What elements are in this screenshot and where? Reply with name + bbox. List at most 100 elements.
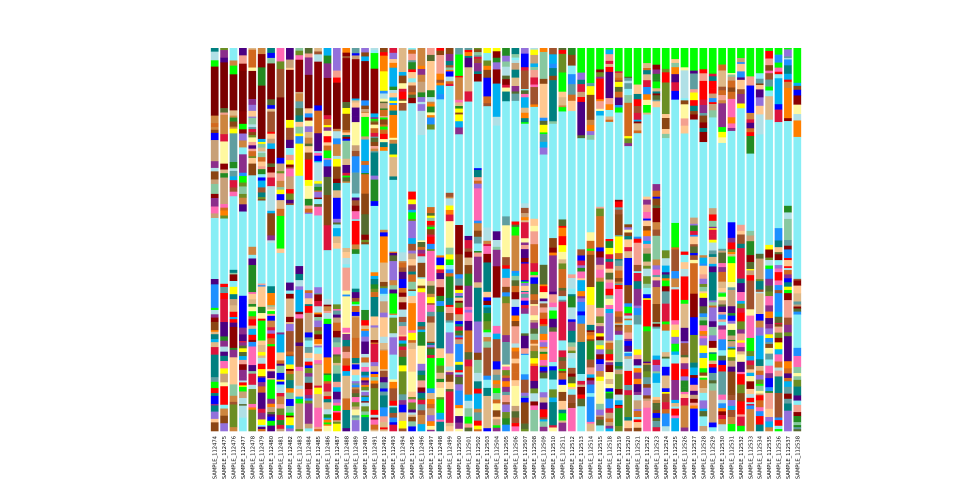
bar-segment xyxy=(267,138,275,144)
bar-segment xyxy=(699,293,708,299)
bar-segment xyxy=(680,351,689,356)
bar-segment xyxy=(643,371,651,378)
bar-segment xyxy=(286,189,294,194)
bar-segment xyxy=(398,336,407,341)
bar-segment xyxy=(473,230,482,238)
bar-segment xyxy=(304,146,313,153)
bar-segment xyxy=(765,119,773,246)
bar-segment xyxy=(614,285,623,290)
bar-segment xyxy=(426,226,435,230)
bar-SAMPLE_112533 xyxy=(746,48,755,432)
bar-segment xyxy=(314,317,322,321)
bar-segment xyxy=(286,405,294,413)
bar-segment xyxy=(257,161,266,167)
bar-segment xyxy=(398,287,407,293)
bar-segment xyxy=(727,366,736,372)
bar-segment xyxy=(483,379,492,389)
bar-segment xyxy=(295,50,304,56)
bar-SAMPLE_112486 xyxy=(323,48,332,432)
bar-segment xyxy=(342,339,351,347)
bar-segment xyxy=(643,326,651,332)
bar-segment xyxy=(699,306,708,314)
bar-segment xyxy=(342,290,351,295)
bar-segment xyxy=(661,272,670,275)
bar-segment xyxy=(295,48,304,51)
bar-segment xyxy=(577,260,586,266)
bar-segment xyxy=(286,298,294,318)
bar-segment xyxy=(690,334,698,363)
bar-segment xyxy=(276,194,285,201)
bar-segment xyxy=(473,420,482,426)
x-tick-label: SAMPLE_112538 xyxy=(795,436,801,479)
bar-segment xyxy=(596,257,604,261)
bar-segment xyxy=(577,341,586,375)
bar-segment xyxy=(558,384,567,393)
bar-segment xyxy=(323,150,332,159)
bar-segment xyxy=(765,408,773,418)
bar-segment xyxy=(417,101,426,105)
bar-segment xyxy=(210,198,219,207)
bar-SAMPLE_112530 xyxy=(718,48,726,432)
bar-segment xyxy=(389,89,398,94)
bar-segment xyxy=(708,352,717,355)
bar-segment xyxy=(286,136,294,141)
bar-segment xyxy=(746,403,755,406)
bar-segment xyxy=(210,179,219,185)
bar-SAMPLE_112513 xyxy=(577,48,586,432)
bar-segment xyxy=(661,391,670,394)
bar-segment xyxy=(370,414,379,418)
bar-segment xyxy=(257,429,266,432)
bar-segment xyxy=(520,397,529,403)
bar-segment xyxy=(784,56,792,59)
bar-segment xyxy=(680,394,689,399)
bar-segment xyxy=(643,398,651,402)
bar-segment xyxy=(774,81,783,105)
bar-segment xyxy=(257,386,266,393)
bar-segment xyxy=(229,347,238,351)
bar-segment xyxy=(718,48,726,65)
bar-segment xyxy=(286,356,294,365)
bar-segment xyxy=(351,340,360,359)
bar-segment xyxy=(633,281,642,290)
bar-segment xyxy=(483,244,492,247)
bar-segment xyxy=(746,381,755,390)
bar-segment xyxy=(361,392,369,396)
bar-segment xyxy=(502,257,510,266)
bar-segment xyxy=(765,365,773,374)
bar-segment xyxy=(417,262,426,278)
bar-segment xyxy=(342,332,351,335)
bar-segment xyxy=(333,248,341,305)
bar-segment xyxy=(239,154,247,174)
bar-segment xyxy=(473,393,482,410)
bar-segment xyxy=(520,107,529,114)
bar-segment xyxy=(643,361,651,364)
bar-segment xyxy=(257,376,266,378)
bar-segment xyxy=(295,143,304,177)
bar-segment xyxy=(220,207,228,211)
bar-segment xyxy=(248,70,257,100)
bar-segment xyxy=(333,155,341,160)
bar-segment xyxy=(436,298,445,302)
bar-segment xyxy=(624,303,633,308)
x-tick-label: SAMPLE_112523 xyxy=(654,436,660,479)
bar-segment xyxy=(417,288,426,293)
bar-segment xyxy=(596,208,604,217)
bar-SAMPLE_112481 xyxy=(276,48,285,432)
bar-segment xyxy=(530,405,539,411)
bar-segment xyxy=(549,389,557,398)
bar-segment xyxy=(229,74,238,111)
bar-segment xyxy=(690,362,698,368)
bar-segment xyxy=(361,325,369,330)
bar-segment xyxy=(220,108,228,113)
bar-segment xyxy=(793,347,802,357)
bar-segment xyxy=(708,266,717,273)
bar-segment xyxy=(361,382,369,386)
bar-segment xyxy=(718,300,726,305)
bar-segment xyxy=(539,378,548,393)
bar-segment xyxy=(699,336,708,339)
bar-segment xyxy=(408,82,416,86)
bar-segment xyxy=(643,400,651,408)
bar-segment xyxy=(314,394,322,408)
bar-segment xyxy=(784,278,792,283)
bar-segment xyxy=(398,292,407,298)
